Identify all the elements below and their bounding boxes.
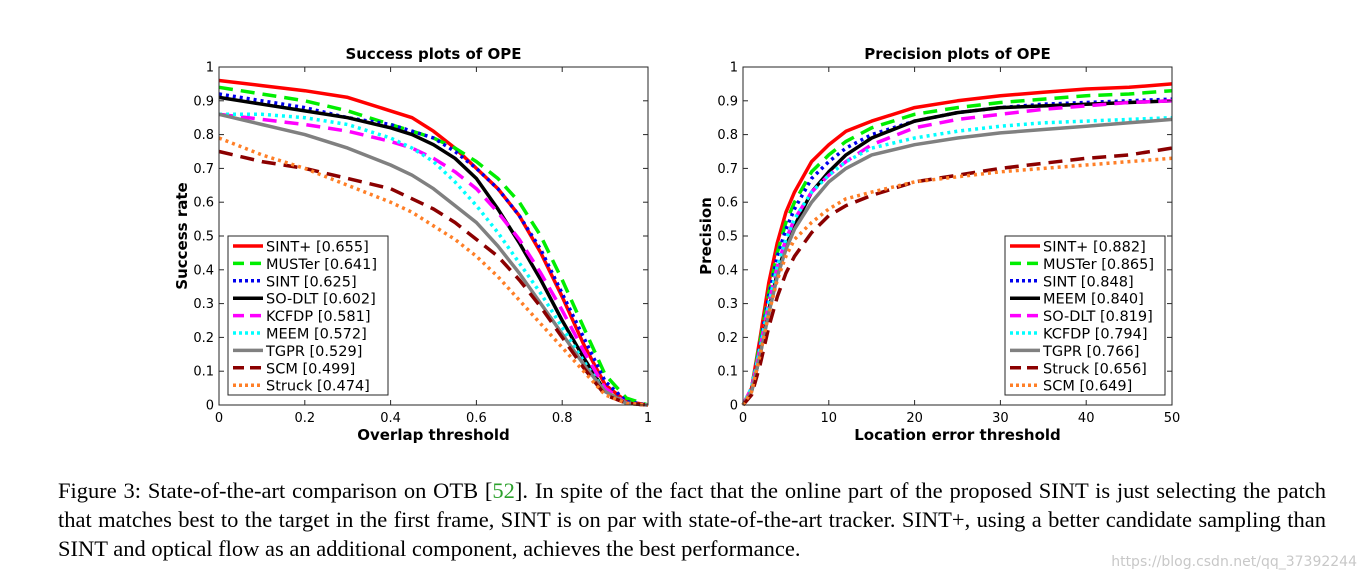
y-tick-label: 0.7 [717, 162, 738, 177]
x-tick-label: 0.6 [466, 411, 487, 426]
x-tick-label: 10 [821, 411, 838, 426]
y-tick-label: 0.9 [193, 94, 214, 109]
x-tick-label: 0 [215, 411, 223, 426]
y-tick-label: 0.1 [193, 365, 214, 380]
y-tick-label: 1 [206, 61, 214, 76]
plot-title: Success plots of OPE [345, 45, 521, 63]
series-line-0-0 [218, 78, 649, 407]
series-line-1-4 [741, 99, 1173, 406]
legend-entry-label: SO-DLT [0.602] [266, 292, 376, 308]
x-tick-label: 50 [1164, 411, 1181, 426]
legend-entry-label: TGPR [0.529] [265, 344, 362, 360]
legend-entry-label: Struck [0.656] [1043, 361, 1147, 377]
series-line-0-1 [218, 85, 649, 407]
series-line-0-7 [218, 149, 649, 407]
caption-body: ]. In spite of the fact that the online … [58, 478, 1326, 561]
chart-panel-0: 0 0.2 0.4 0.6 0.8 1 0 0.1 0.2 0.3 0.4 0.5 0.6 0.7 0.8 0… [173, 45, 652, 444]
legend-entry-label: SINT [0.625] [266, 274, 357, 290]
y-tick-label: 0.3 [193, 297, 214, 312]
y-tick-label: 0.5 [717, 230, 738, 245]
x-tick-label: 1 [644, 411, 652, 426]
y-tick-label: 0.7 [193, 162, 214, 177]
plot-title: Precision plots of OPE [864, 45, 1050, 63]
y-tick-label: 0.8 [717, 128, 738, 143]
legend-entry-label: SINT [0.848] [1043, 274, 1134, 290]
caption-reference-link[interactable]: 52 [492, 478, 515, 503]
y-tick-label: 0.2 [193, 331, 214, 346]
x-tick-label: 0.2 [294, 411, 315, 426]
y-tick-label: 0.1 [717, 365, 738, 380]
legend-entry-label: SCM [0.499] [266, 361, 355, 377]
x-tick-label: 30 [992, 411, 1009, 426]
series-line-1-7 [741, 146, 1173, 407]
series-line-1-5 [741, 115, 1173, 406]
y-tick-label: 0.4 [717, 263, 738, 278]
legend-entry-label: SO-DLT [0.819] [1043, 309, 1153, 325]
y-tick-label: 0.5 [193, 230, 214, 245]
caption-prefix: Figure 3: State-of-the-art comparison on… [58, 478, 493, 503]
chart-panel-1: 0 10 20 30 40 50 0 0.1 0.2 0.3 0.4 0.5 0.6 0.7 0.8 0.9 1… [697, 45, 1180, 444]
legend-entry-label: SINT+ [0.655] [266, 240, 369, 256]
y-tick-label: 0.9 [717, 94, 738, 109]
series-line-0-5 [219, 112, 649, 407]
y-axis-label: Success rate [173, 182, 191, 289]
y-tick-label: 0.3 [717, 297, 738, 312]
x-tick-label: 40 [1078, 411, 1095, 426]
watermark: https://blog.csdn.net/qq_37392244 [1111, 554, 1357, 570]
y-tick-label: 1 [730, 61, 738, 76]
y-tick-label: 0.2 [717, 331, 738, 346]
legend-entry-label: MEEM [0.840] [1043, 292, 1144, 308]
series-line-0-8 [218, 136, 649, 407]
x-axis-label: Overlap threshold [357, 426, 510, 444]
x-tick-label: 0.4 [380, 411, 401, 426]
series-line-0-4 [218, 112, 649, 407]
x-tick-label: 0 [739, 411, 747, 426]
series-line-0-2 [218, 92, 649, 407]
x-tick-label: 0.8 [552, 411, 573, 426]
y-tick-label: 0 [206, 399, 214, 414]
x-axis-label: Location error threshold [854, 426, 1061, 444]
y-tick-label: 0.4 [193, 263, 214, 278]
series-line-1-6 [741, 117, 1173, 406]
figure-caption: Figure 3: State-of-the-art comparison on… [58, 476, 1326, 563]
legend-entry-label: MUSTer [0.641] [266, 257, 377, 273]
figure-svg: 0 0.2 0.4 0.6 0.8 100.10.20.30.40.50.60.70.80… [173, 45, 1180, 444]
legend-entry-label: KCFDP [0.581] [266, 309, 371, 325]
figure-panels: 0 0.2 0.4 0.6 0.8 1 0 0.1 0.2 0.3 0.4 0.5 0.6 0.7 0.8 0… [173, 45, 1180, 444]
y-tick-label: 0.6 [717, 196, 738, 211]
y-tick-label: 0.6 [193, 196, 214, 211]
y-axis-label: Precision [697, 197, 715, 275]
y-tick-label: 0 [730, 399, 738, 414]
legend-entry-label: KCFDP [0.794] [1043, 327, 1148, 343]
legend-entry-label: Struck [0.474] [266, 379, 370, 395]
y-tick-label: 0.8 [193, 128, 214, 143]
series-line-1-2 [741, 97, 1173, 406]
legend-entry-label: SCM [0.649] [1043, 379, 1132, 395]
legend-entry-label: SINT+ [0.882] [1043, 240, 1146, 256]
x-tick-label: 20 [906, 411, 923, 426]
legend-entry-label: TGPR [0.766] [1042, 344, 1139, 360]
legend-entry-label: MUSTer [0.865] [1043, 257, 1154, 273]
legend-entry-label: MEEM [0.572] [266, 327, 367, 343]
series-line-0-6 [218, 112, 649, 407]
